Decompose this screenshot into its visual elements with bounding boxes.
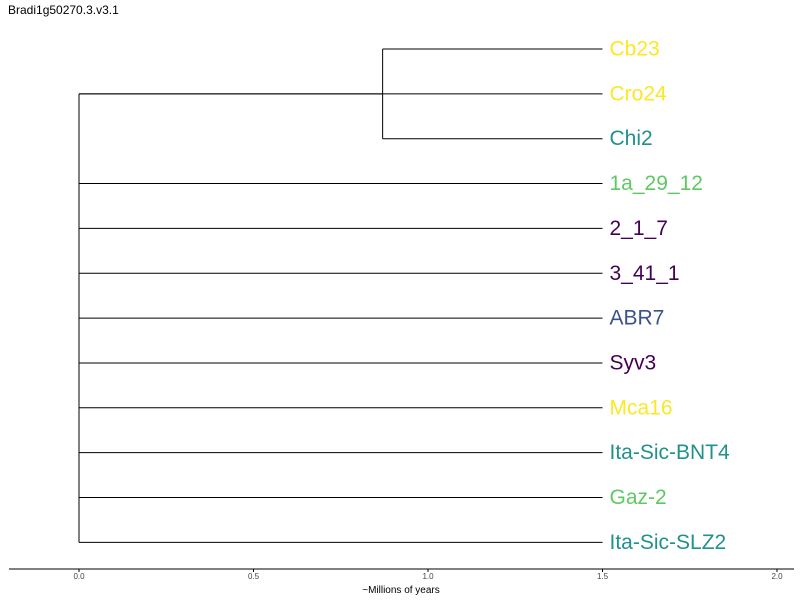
x-tick-label: 1.0 — [422, 572, 434, 581]
leaf-label: Gaz-2 — [610, 486, 667, 509]
leaf-label: 3_41_1 — [610, 262, 680, 285]
leaf-label: 1a_29_12 — [610, 172, 703, 195]
leaf-labels: Cb23 Cro24 Chi2 1a_29_12 2_1_7 3_41_1 ABR7 Syv3… — [610, 38, 731, 554]
leaf-label: Ita-Sic-BNT4 — [610, 441, 731, 464]
leaf-label: Mca16 — [610, 396, 673, 419]
tree-title: Bradi1g50270.3.v3.1 — [8, 3, 119, 17]
x-axis: 0.0 0.5 1.0 1.5 2.0 ~Millions of years — [9, 568, 794, 596]
leaf-label: Syv3 — [610, 351, 657, 374]
x-tick-label: 1.5 — [597, 572, 609, 581]
leaf-label: ABR7 — [610, 307, 665, 330]
leaf-label: Chi2 — [610, 127, 653, 150]
x-tick-label: 0.0 — [73, 572, 85, 581]
x-axis-label: ~Millions of years — [362, 585, 440, 596]
leaf-label: Cro24 — [610, 82, 668, 105]
leaf-label: Ita-Sic-SLZ2 — [610, 531, 727, 554]
x-tick-label: 0.5 — [248, 572, 260, 581]
x-tick-label: 2.0 — [771, 572, 783, 581]
tree-branches — [78, 48, 603, 543]
leaf-label: 2_1_7 — [610, 217, 668, 240]
leaf-label: Cb23 — [610, 38, 660, 61]
x-axis-ticks: 0.0 0.5 1.0 1.5 2.0 — [73, 569, 783, 581]
